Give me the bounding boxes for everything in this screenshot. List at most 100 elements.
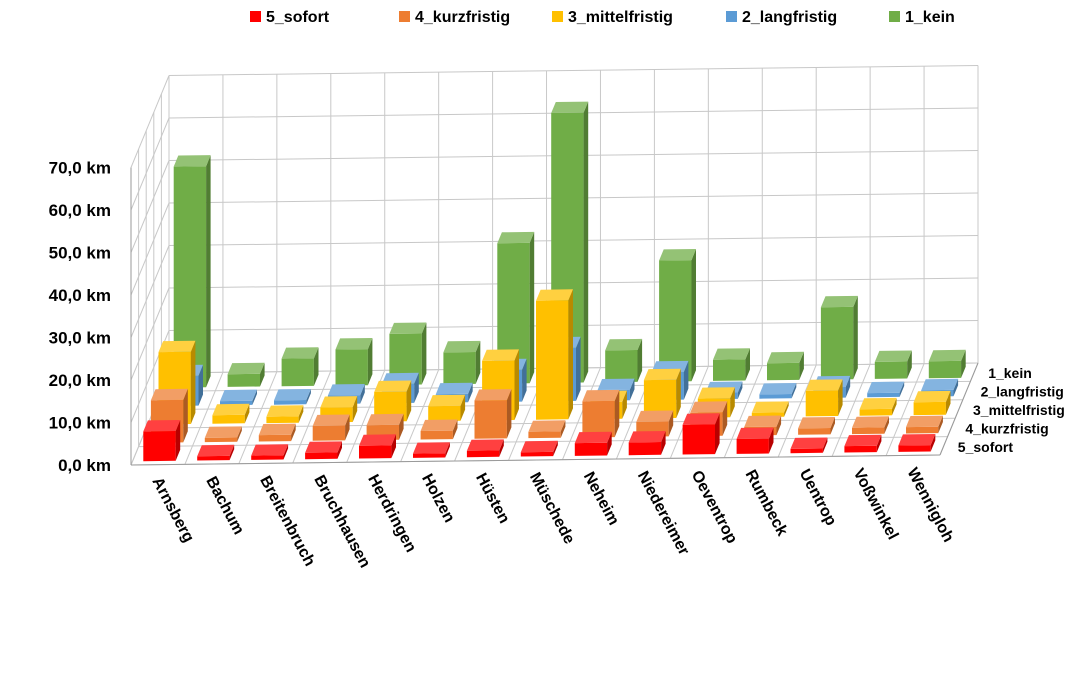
bar-front-face bbox=[251, 455, 284, 460]
bar-4-kurzfristig-neheim bbox=[582, 389, 620, 438]
bar-4-kurzfristig-bruchhausen bbox=[312, 414, 350, 441]
bar-5-sofort-herdringen bbox=[359, 434, 396, 459]
bar-1-kein-h-sten bbox=[497, 231, 535, 384]
bar-4-kurzfristig-bachum bbox=[204, 426, 242, 443]
bar-top-face bbox=[867, 381, 905, 394]
x-tick-m-schede: Müschede bbox=[526, 470, 578, 547]
depth-axis-ticks: 1_kein 2_langfristig 3_mittelfristig 4_kurz… bbox=[958, 365, 1065, 455]
bar-side-face bbox=[845, 375, 851, 398]
bar-1-kein-bruchhausen bbox=[335, 338, 373, 386]
bar-top-face bbox=[582, 389, 620, 402]
legend-label: 1_kein bbox=[905, 9, 955, 26]
bar-side-face bbox=[799, 351, 804, 380]
bar-side-face bbox=[899, 381, 905, 397]
y-tick-label: 30,0 km bbox=[49, 329, 111, 348]
bar-front-face bbox=[305, 452, 338, 460]
y-tick-label: 10,0 km bbox=[49, 414, 111, 433]
bar-side-face bbox=[737, 381, 743, 399]
bar-top-face bbox=[536, 289, 573, 301]
bar-front-face bbox=[212, 414, 245, 424]
bar-side-face bbox=[468, 382, 473, 403]
bar-front-face bbox=[143, 431, 176, 462]
bar-top-face bbox=[327, 384, 365, 396]
bar-top-face bbox=[713, 348, 750, 360]
bar-top-face bbox=[628, 431, 666, 443]
y-tick-label: 20,0 km bbox=[49, 371, 111, 390]
grid-line-side-20 bbox=[130, 287, 170, 381]
bar-side-face bbox=[183, 388, 188, 443]
bar-side-face bbox=[190, 340, 196, 424]
bar-5-sofort-breitenbruch bbox=[251, 444, 289, 460]
bar-5-sofort-vo-winkel bbox=[844, 434, 882, 453]
grid-line-floor-x-10 bbox=[669, 366, 709, 459]
bar-front-face bbox=[204, 437, 238, 443]
bar-1-kein-vo-winkel bbox=[874, 350, 912, 379]
bar-top-face bbox=[466, 439, 504, 451]
legend-swatch bbox=[250, 11, 261, 22]
bar-side-face bbox=[283, 444, 289, 460]
bar-front-face bbox=[913, 401, 946, 416]
bar-2-langfristig-rumbeck bbox=[759, 383, 797, 399]
y-tick-label: 40,0 km bbox=[49, 286, 111, 305]
bar-side-face bbox=[345, 414, 350, 441]
legend-swatch bbox=[399, 11, 410, 22]
bar-side-face bbox=[175, 420, 181, 461]
bar-5-sofort-rumbeck bbox=[736, 427, 774, 454]
bar-top-face bbox=[359, 434, 396, 446]
bar-3-mittelfristig-vo-winkel bbox=[859, 397, 897, 416]
bar-side-face bbox=[892, 397, 897, 416]
bar-front-face bbox=[443, 352, 476, 385]
bar-side-face bbox=[884, 416, 889, 434]
bar-5-sofort-niedereimer bbox=[628, 431, 666, 456]
bar-side-face bbox=[945, 390, 951, 415]
bar-top-face bbox=[374, 380, 412, 392]
bar-side-face bbox=[452, 419, 458, 440]
bars bbox=[143, 101, 966, 462]
bar-side-face bbox=[475, 340, 481, 384]
bar-front-face bbox=[197, 455, 230, 461]
bar-5-sofort-uentrop bbox=[790, 437, 828, 454]
bar-side-face bbox=[938, 415, 943, 434]
bar-side-face bbox=[607, 431, 612, 456]
x-tick-bruchhausen: Bruchhausen bbox=[310, 473, 373, 571]
bar-top-face bbox=[320, 396, 358, 408]
bar-side-face bbox=[206, 155, 211, 388]
bar-side-face bbox=[514, 349, 519, 420]
bar-top-face bbox=[281, 347, 319, 359]
legend-item-2-langfristig: 2_langfristig bbox=[726, 9, 837, 26]
grid-line-floor-x-11 bbox=[723, 365, 763, 458]
bar-5-sofort-bachum bbox=[197, 444, 235, 461]
bar-front-face bbox=[628, 442, 662, 456]
bar-2-langfristig-vo-winkel bbox=[867, 381, 905, 398]
bar-side-face bbox=[776, 415, 782, 436]
bar-side-face bbox=[360, 384, 365, 404]
bar-4-kurzfristig-h-sten bbox=[474, 389, 512, 439]
bar-front-face bbox=[805, 390, 839, 417]
bar-side-face bbox=[260, 362, 265, 387]
bar-top-face bbox=[420, 419, 458, 431]
bar-5-sofort-neheim bbox=[574, 431, 612, 456]
bar-top-face bbox=[682, 413, 720, 425]
bar-side-face bbox=[506, 389, 512, 439]
bar-front-face bbox=[389, 333, 422, 385]
bar-top-face bbox=[874, 350, 912, 362]
bar-side-face bbox=[784, 401, 789, 417]
bar-top-face bbox=[150, 388, 188, 401]
grid-line-floor-x-2 bbox=[238, 371, 278, 464]
bar-side-face bbox=[553, 440, 558, 457]
legend-swatch bbox=[726, 11, 737, 22]
bar-5-sofort-holzen bbox=[413, 442, 450, 458]
x-axis-line bbox=[130, 454, 941, 466]
bar-front-face bbox=[536, 300, 569, 420]
bar-front-face bbox=[767, 362, 800, 381]
bar-top-face bbox=[312, 414, 350, 426]
bar-front-face bbox=[713, 359, 746, 381]
bar-top-face bbox=[143, 420, 181, 432]
bar-side-face bbox=[668, 410, 674, 437]
bar-1-kein-breitenbruch bbox=[281, 347, 319, 387]
bar-top-face bbox=[913, 390, 951, 403]
x-tick-bachum: Bachum bbox=[202, 474, 247, 538]
bar-1-kein-wennigloh bbox=[928, 349, 966, 379]
bar-side-face bbox=[683, 360, 689, 400]
grid-line-side-40 bbox=[130, 202, 170, 296]
